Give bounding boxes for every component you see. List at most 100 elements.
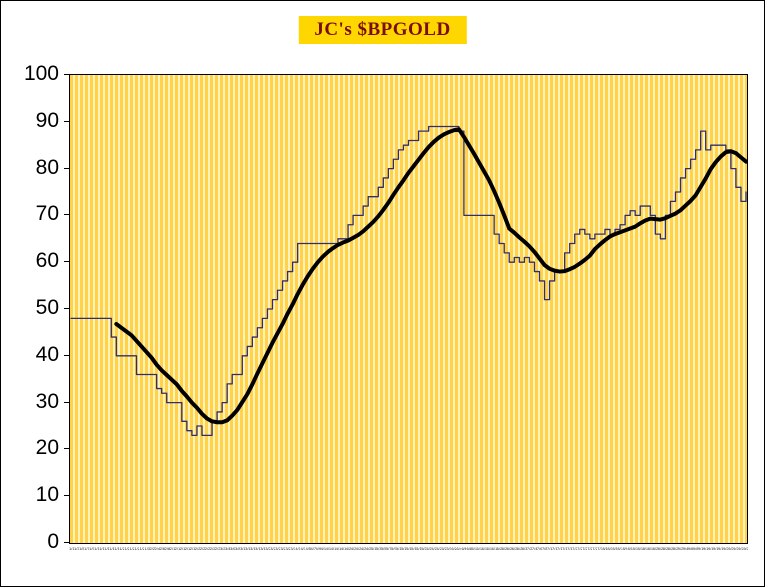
x-tick-label: 3/16 bbox=[255, 546, 260, 551]
x-axis-labels: 1/11/31/51/71/91/111/131/151/171/191/211… bbox=[69, 546, 748, 555]
x-tick-label: 5/7 bbox=[385, 546, 391, 551]
x-tick-label: 1/7 bbox=[84, 546, 90, 551]
x-tick-label: 9/10 bbox=[697, 546, 703, 551]
x-tick-label: 3/30 bbox=[290, 546, 295, 551]
x-tick-label: 5/23 bbox=[426, 546, 431, 551]
x-tick-label: 3/12 bbox=[245, 546, 250, 551]
x-tick-label: 8/1 bbox=[602, 546, 608, 551]
x-tick-label: 5/11 bbox=[396, 546, 401, 551]
x-tick-label: 6/28 bbox=[516, 546, 522, 551]
x-tick-label: 1/17 bbox=[109, 546, 114, 551]
plot-area bbox=[69, 74, 748, 544]
x-tick-label: 9/2 bbox=[677, 546, 683, 551]
x-tick-label: 3/6 bbox=[230, 546, 236, 551]
x-tick-label: 4/25 bbox=[355, 546, 361, 551]
x-tick-label: 5/3 bbox=[375, 546, 381, 551]
x-tick-label: 8/13 bbox=[632, 546, 638, 551]
x-tick-label: 9/8 bbox=[692, 546, 698, 551]
x-tick-label: 4/27 bbox=[360, 546, 366, 551]
x-tick-label: 3/8 bbox=[235, 546, 241, 551]
x-tick-label: 1/21 bbox=[119, 546, 124, 551]
x-tick-label: 7/24 bbox=[582, 546, 587, 551]
x-tick-label: 2/4 bbox=[154, 546, 160, 551]
x-tick-label: 2/28 bbox=[214, 546, 220, 551]
chart-title: JC's $BPGOLD bbox=[298, 16, 467, 44]
x-tick-label: 3/2 bbox=[219, 546, 225, 551]
x-tick-label: 3/4 bbox=[224, 546, 230, 551]
x-tick-label: 7/6 bbox=[536, 546, 542, 551]
x-tick-label: 5/5 bbox=[380, 546, 386, 551]
x-tick-label: 6/16 bbox=[486, 546, 492, 551]
x-tick-label: 2/20 bbox=[194, 546, 200, 551]
x-tick-label: 6/4 bbox=[456, 546, 462, 551]
x-tick-label: 6/14 bbox=[481, 546, 487, 551]
x-tick-label: 8/5 bbox=[612, 546, 618, 551]
x-tick-label: 9/28 bbox=[743, 546, 748, 551]
x-tick-label: 8/11 bbox=[627, 546, 632, 551]
x-tick-label: 1/5 bbox=[79, 546, 85, 551]
x-tick-label: 4/17 bbox=[335, 546, 341, 551]
x-tick-label: 4/7 bbox=[310, 546, 316, 551]
x-tick-label: 9/26 bbox=[738, 546, 743, 551]
x-tick-label: 7/2 bbox=[526, 546, 532, 551]
x-tick-label: 4/9 bbox=[315, 546, 321, 551]
x-tick-label: 3/26 bbox=[280, 546, 285, 551]
x-tick-label: 6/20 bbox=[496, 546, 502, 551]
x-tick-label: 4/5 bbox=[305, 546, 311, 551]
x-tick-label: 1/31 bbox=[144, 546, 149, 551]
x-tick-label: 8/9 bbox=[622, 546, 628, 551]
x-tick-label: 7/26 bbox=[587, 546, 592, 551]
x-tick-label: 4/3 bbox=[300, 546, 306, 551]
x-tick-label: 6/6 bbox=[461, 546, 467, 551]
x-tick-label: 8/17 bbox=[642, 546, 648, 551]
x-tick-label: 9/6 bbox=[687, 546, 693, 551]
x-tick-label: 5/15 bbox=[406, 546, 411, 551]
x-tick-label: 4/1 bbox=[295, 546, 301, 551]
x-tick-label: 2/18 bbox=[189, 546, 195, 551]
x-tick-label: 1/15 bbox=[104, 546, 109, 551]
x-tick-label: 7/8 bbox=[541, 546, 547, 551]
x-tick-label: 7/16 bbox=[562, 546, 567, 551]
x-tick-label: 2/22 bbox=[199, 546, 205, 551]
y-tick-label: 60 bbox=[35, 249, 59, 273]
x-tick-label: 2/12 bbox=[174, 546, 180, 551]
x-tick-label: 4/19 bbox=[340, 546, 346, 551]
x-tick-label: 8/7 bbox=[617, 546, 623, 551]
y-tick-label: 90 bbox=[35, 108, 59, 132]
x-tick-label: 6/24 bbox=[506, 546, 512, 551]
x-tick-label: 7/10 bbox=[546, 546, 552, 551]
y-tick-label: 10 bbox=[35, 483, 59, 507]
x-tick-label: 4/29 bbox=[365, 546, 371, 551]
x-tick-label: 8/27 bbox=[667, 546, 673, 551]
x-tick-label: 3/22 bbox=[270, 546, 275, 551]
x-tick-label: 9/20 bbox=[723, 546, 728, 551]
x-tick-label: 6/22 bbox=[501, 546, 507, 551]
x-tick-label: 1/25 bbox=[129, 546, 134, 551]
x-tick-label: 1/13 bbox=[99, 546, 104, 551]
y-tick-label: 0 bbox=[47, 530, 59, 553]
x-tick-label: 9/4 bbox=[682, 546, 688, 551]
x-tick-label: 7/30 bbox=[597, 546, 602, 551]
x-tick-label: 8/25 bbox=[662, 546, 668, 551]
x-tick-label: 5/27 bbox=[436, 546, 441, 551]
x-tick-label: 8/29 bbox=[672, 546, 678, 551]
x-tick-label: 3/20 bbox=[265, 546, 270, 551]
x-tick-label: 1/9 bbox=[89, 546, 95, 551]
x-tick-label: 1/23 bbox=[124, 546, 129, 551]
y-tick-label: 70 bbox=[35, 202, 59, 226]
x-tick-label: 4/23 bbox=[350, 546, 356, 551]
x-tick-label: 5/25 bbox=[431, 546, 436, 551]
x-tick-label: 4/11 bbox=[320, 546, 326, 551]
y-tick-label: 30 bbox=[35, 389, 59, 413]
x-tick-label: 6/26 bbox=[511, 546, 517, 551]
x-tick-label: 2/16 bbox=[184, 546, 190, 551]
x-tick-label: 6/12 bbox=[476, 546, 482, 551]
x-tick-label: 1/1 bbox=[69, 546, 75, 551]
x-tick-label: 3/18 bbox=[260, 546, 265, 551]
x-tick-label: 4/21 bbox=[345, 546, 351, 551]
x-tick-label: 6/2 bbox=[451, 546, 457, 551]
x-tick-label: 2/2 bbox=[149, 546, 155, 551]
y-tick-label: 20 bbox=[35, 436, 59, 460]
x-tick-label: 9/24 bbox=[733, 546, 738, 551]
x-tick-label: 5/17 bbox=[411, 546, 416, 551]
